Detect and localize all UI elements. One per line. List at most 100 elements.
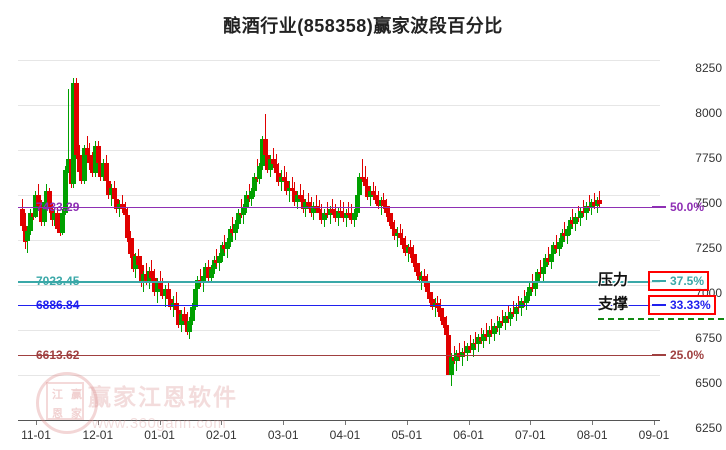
candle-wick bbox=[459, 342, 461, 361]
gridline bbox=[18, 285, 660, 286]
candle-body bbox=[38, 205, 44, 222]
candle-wick bbox=[588, 195, 590, 212]
candle-wick bbox=[340, 200, 342, 217]
candle-body bbox=[578, 211, 584, 219]
candle-body bbox=[92, 146, 98, 174]
candle-body bbox=[98, 162, 104, 177]
candle-body bbox=[249, 191, 255, 199]
candle-wick bbox=[464, 340, 466, 357]
candle-wick bbox=[173, 295, 175, 318]
candle-body bbox=[230, 229, 236, 233]
candle-body bbox=[100, 162, 106, 177]
candle-body bbox=[440, 317, 446, 325]
candle-body bbox=[30, 213, 36, 217]
x-axis-tick-mark bbox=[36, 420, 37, 425]
candle-wick bbox=[59, 220, 61, 237]
candle-body bbox=[381, 200, 387, 206]
candle-wick bbox=[531, 274, 533, 293]
candle-wick bbox=[361, 159, 363, 183]
candle-wick bbox=[351, 204, 353, 224]
candle-body bbox=[171, 303, 177, 307]
candle-body bbox=[84, 148, 90, 156]
candle-wick bbox=[491, 319, 493, 338]
candle-body bbox=[268, 159, 274, 170]
candle-wick bbox=[326, 202, 328, 219]
candle-body bbox=[564, 229, 570, 237]
x-axis-tick-mark bbox=[98, 420, 99, 425]
candle-body bbox=[289, 187, 295, 192]
candle-body bbox=[548, 254, 554, 262]
candle-body bbox=[284, 180, 290, 192]
candle-body bbox=[556, 241, 562, 249]
candle-body bbox=[508, 312, 514, 320]
candle-body bbox=[551, 245, 557, 255]
legend-item-3333[interactable]: 33.33% bbox=[648, 295, 716, 316]
price-level-label: 7023.45 bbox=[36, 273, 80, 288]
candle-body bbox=[311, 205, 317, 213]
candle-wick bbox=[475, 331, 477, 348]
candle-body bbox=[573, 216, 579, 224]
level-line-500 bbox=[18, 207, 660, 208]
candle-body bbox=[386, 213, 392, 222]
candle-body bbox=[338, 211, 344, 213]
gridline bbox=[18, 375, 660, 376]
candle-body bbox=[262, 139, 268, 156]
legend-line-swatch-icon bbox=[652, 353, 666, 356]
candle-wick bbox=[329, 205, 331, 224]
legend-item-250[interactable]: 25.0% bbox=[652, 348, 704, 362]
candle-body bbox=[346, 213, 352, 215]
candle-body bbox=[130, 254, 136, 269]
legend-item-500[interactable]: 50.0% bbox=[652, 200, 704, 214]
candle-body bbox=[106, 180, 112, 195]
candle-body bbox=[438, 308, 444, 318]
candle-body bbox=[206, 267, 212, 278]
price-level-label: 6886.84 bbox=[36, 298, 80, 313]
candle-body bbox=[308, 205, 314, 213]
candle-body bbox=[586, 205, 592, 208]
candle-body bbox=[384, 205, 390, 213]
candle-wick bbox=[380, 196, 382, 215]
candle-body bbox=[222, 245, 228, 249]
candle-wick bbox=[372, 182, 374, 199]
candle-body bbox=[443, 324, 449, 336]
candle-wick bbox=[343, 202, 345, 222]
candle-wick bbox=[456, 349, 458, 372]
candle-body bbox=[497, 321, 503, 329]
candle-body bbox=[554, 245, 560, 249]
candle-body bbox=[278, 177, 284, 183]
candle-wick bbox=[332, 198, 334, 215]
candle-body bbox=[125, 214, 131, 239]
candle-wick bbox=[345, 209, 347, 228]
candle-body bbox=[489, 330, 495, 334]
candle-body bbox=[581, 211, 587, 213]
candle-body bbox=[55, 213, 61, 230]
candle-body bbox=[76, 155, 82, 172]
watermark-url: www.360gann.com bbox=[92, 415, 227, 432]
candle-wick bbox=[564, 222, 566, 240]
candle-body bbox=[368, 191, 373, 197]
page-title: 酿酒行业(858358)赢家波段百分比 bbox=[223, 16, 503, 36]
candle-body bbox=[330, 209, 336, 213]
candle-wick bbox=[272, 148, 274, 168]
seal-char: 江 bbox=[52, 388, 63, 401]
candle-body bbox=[254, 177, 260, 179]
candle-body bbox=[591, 202, 597, 206]
candle-wick bbox=[291, 177, 293, 195]
seal-char: 赢 bbox=[71, 388, 82, 401]
legend-line-swatch-icon bbox=[652, 206, 666, 208]
candle-body bbox=[44, 191, 50, 203]
candle-body bbox=[181, 313, 187, 321]
legend-item-375[interactable]: 37.5% bbox=[648, 270, 710, 291]
candle-body bbox=[494, 326, 500, 329]
candle-body bbox=[252, 177, 257, 192]
candle-body bbox=[513, 306, 519, 314]
candle-wick bbox=[86, 135, 88, 159]
x-axis-tick-label: 08-01 bbox=[576, 428, 608, 442]
candle-wick bbox=[248, 184, 250, 203]
y-axis-tick-label: 7500 bbox=[695, 196, 722, 210]
candle-body bbox=[103, 162, 109, 181]
x-axis-tick-mark bbox=[283, 420, 284, 425]
candle-body bbox=[187, 321, 193, 332]
candle-body bbox=[589, 202, 595, 208]
candle-body bbox=[305, 202, 311, 206]
